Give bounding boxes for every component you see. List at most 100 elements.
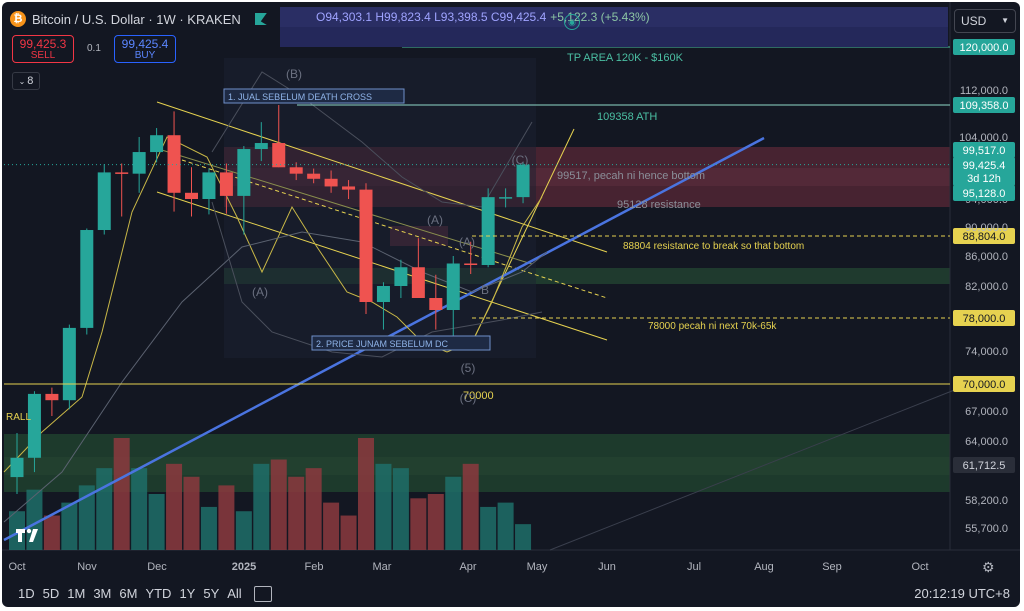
- clock: 20:12:19 UTC+8: [914, 586, 1010, 601]
- range-5y[interactable]: 5Y: [203, 586, 220, 601]
- x-tick-label: Oct: [911, 561, 928, 573]
- sell-label: SELL: [30, 50, 56, 61]
- y-tick-label: 90,000.0: [965, 222, 1008, 234]
- volume-bar: [427, 494, 444, 550]
- range-1y[interactable]: 1Y: [179, 586, 196, 601]
- candle-body[interactable]: [324, 178, 338, 187]
- annotation-70000: 70000: [463, 390, 494, 402]
- eye-icon[interactable]: ◉: [564, 14, 580, 30]
- range-3m[interactable]: 3M: [93, 586, 112, 601]
- candle-body[interactable]: [342, 186, 356, 190]
- candle-body[interactable]: [219, 172, 233, 196]
- y-tick-label: 86,000.0: [965, 251, 1008, 263]
- candle-body[interactable]: [499, 197, 513, 199]
- candle-body[interactable]: [446, 263, 460, 311]
- channel-upper-line[interactable]: [156, 101, 608, 253]
- volume-bar: [288, 476, 305, 550]
- volume-bar: [305, 468, 322, 550]
- candle-body[interactable]: [359, 189, 373, 302]
- indicators-toggle[interactable]: ⌄ 8: [12, 72, 40, 90]
- annotation-78000: 78000 pecah ni next 70k-65k: [648, 321, 777, 332]
- range-1d[interactable]: 1D: [18, 586, 35, 601]
- y-tick-label: 104,000.0: [959, 132, 1008, 144]
- y-tick-label: 112,000.0: [960, 85, 1008, 97]
- hline-price-tag: [953, 310, 1015, 326]
- currency-select[interactable]: USD ▼: [954, 9, 1016, 33]
- candle-body[interactable]: [62, 327, 76, 401]
- range-ytd[interactable]: YTD: [145, 586, 172, 601]
- volume-bar: [26, 489, 43, 550]
- symbol-title[interactable]: Bitcoin / U.S. Dollar · 1W · KRAKEN: [32, 11, 241, 27]
- candle-body[interactable]: [464, 263, 478, 266]
- candle-body[interactable]: [10, 457, 24, 478]
- annotation-death-cross: 1. JUAL SEBELUM DEATH CROSS: [228, 92, 372, 102]
- wave-label: (A): [252, 285, 268, 299]
- ohlc-backdrop: [280, 27, 948, 47]
- candle-body[interactable]: [202, 172, 216, 199]
- annotation-box-junam[interactable]: [311, 335, 491, 351]
- y-tick-label: 67,000.0: [965, 406, 1008, 418]
- spread-value: 0.1: [87, 43, 101, 54]
- candle-body[interactable]: [167, 135, 181, 193]
- calendar-icon[interactable]: [253, 585, 272, 602]
- volume-bar: [270, 459, 287, 550]
- hline-price-label: 109,358.0: [960, 100, 1009, 112]
- channel-mid-dashed-line[interactable]: [181, 159, 608, 299]
- candle-body[interactable]: [45, 393, 59, 401]
- volume-bar: [218, 485, 235, 550]
- hline-price-tag: [953, 376, 1015, 392]
- wave-label: (5): [461, 361, 476, 375]
- range-1m[interactable]: 1M: [67, 586, 86, 601]
- descending-shade-line[interactable]: [151, 146, 533, 265]
- annotation-rall: RALL: [6, 412, 31, 423]
- volume-bar: [375, 463, 392, 550]
- channel-lower-line[interactable]: [156, 191, 608, 341]
- x-tick-label: Aug: [754, 561, 774, 573]
- candle-body[interactable]: [411, 267, 425, 298]
- candle-body[interactable]: [80, 230, 94, 328]
- volume-bar: [253, 463, 270, 550]
- candle-body[interactable]: [429, 298, 443, 310]
- candle-body[interactable]: [27, 393, 41, 458]
- candle-body[interactable]: [289, 167, 303, 174]
- x-tick-label: Dec: [147, 561, 167, 573]
- candle-body[interactable]: [132, 152, 146, 174]
- candle-body[interactable]: [115, 172, 129, 174]
- sell-button[interactable]: 99,425.3 SELL: [12, 35, 74, 63]
- candle-body[interactable]: [237, 149, 251, 196]
- ohlc-low: L93,398.5: [434, 10, 488, 24]
- price-tag: [953, 157, 1015, 173]
- long-guide-line[interactable]: [549, 386, 963, 551]
- hline-price-tag: [953, 97, 1015, 113]
- candle-body[interactable]: [185, 192, 198, 199]
- candle-body[interactable]: [481, 197, 495, 265]
- range-6m[interactable]: 6M: [119, 586, 138, 601]
- ohlc-legend: ◉ O94,303.1 H99,823.4 L93,398.5 C99,425.…: [280, 7, 948, 30]
- candle-body[interactable]: [307, 173, 321, 179]
- candle-body[interactable]: [516, 164, 530, 198]
- y-tick-label: 74,000.0: [965, 346, 1008, 358]
- chart-canvas[interactable]: 120,000.0 109,358.0 88,804.0 78,000.0 70,000…: [2, 2, 1020, 577]
- candle-body[interactable]: [97, 172, 111, 231]
- candle-body[interactable]: [394, 267, 408, 286]
- y-tick-label: 55,700.0: [965, 523, 1008, 535]
- range-5d[interactable]: 5D: [42, 586, 60, 601]
- candle-body[interactable]: [376, 286, 390, 302]
- buy-button[interactable]: 99,425.4 BUY: [114, 35, 176, 63]
- settings-gear-icon[interactable]: ⚙: [982, 559, 995, 575]
- candle-body[interactable]: [150, 135, 164, 153]
- x-tick-label: Mar: [373, 561, 392, 573]
- candle-body[interactable]: [254, 143, 268, 150]
- candle-body[interactable]: [272, 143, 286, 168]
- market-status-icon: [254, 13, 267, 25]
- hline-price-tag: [953, 228, 1015, 244]
- ma-grey-line: [3, 231, 548, 523]
- volume-bar: [462, 463, 479, 550]
- volume-bar: [43, 515, 60, 550]
- annotation-box-death-cross[interactable]: [223, 88, 405, 104]
- volume-bar: [410, 498, 427, 550]
- range-all[interactable]: All: [227, 586, 242, 601]
- currency-value: USD: [961, 14, 987, 28]
